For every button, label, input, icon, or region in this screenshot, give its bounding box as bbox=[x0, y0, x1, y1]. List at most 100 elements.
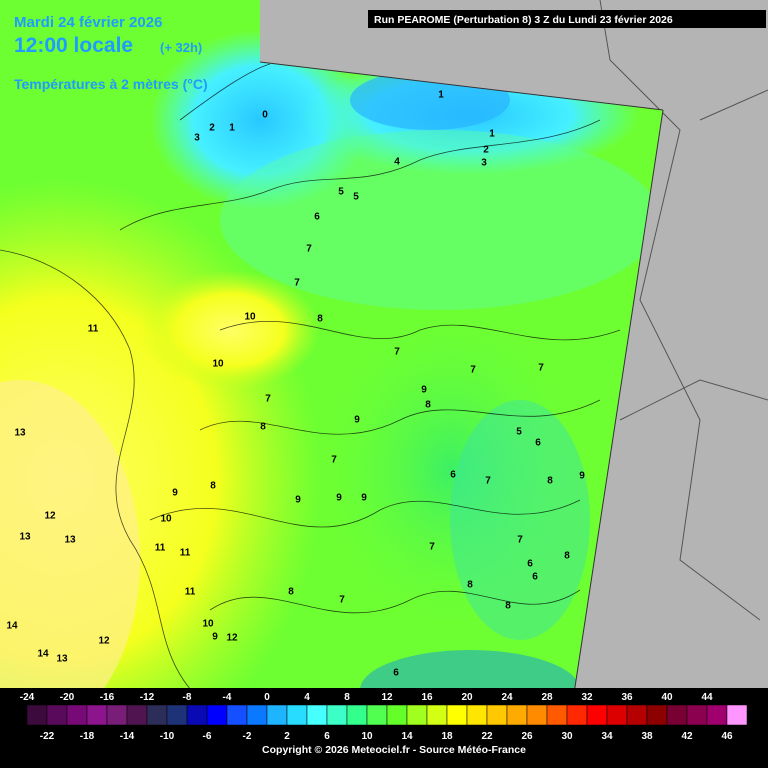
legend-label: 46 bbox=[721, 731, 733, 742]
legend-label: 22 bbox=[481, 731, 493, 742]
legend-swatch bbox=[506, 704, 528, 726]
contour-label: 7 bbox=[331, 455, 337, 466]
legend-swatch bbox=[666, 704, 688, 726]
legend-label: -18 bbox=[80, 731, 95, 742]
contour-label: 9 bbox=[361, 493, 367, 504]
contour-label: 10 bbox=[202, 619, 214, 630]
contour-label: 8 bbox=[425, 400, 431, 411]
legend-label: -8 bbox=[183, 692, 192, 703]
legend-label: 32 bbox=[581, 692, 593, 703]
contour-label: 13 bbox=[64, 535, 76, 546]
legend-swatch bbox=[546, 704, 568, 726]
legend-swatch bbox=[146, 704, 168, 726]
legend-swatch bbox=[706, 704, 728, 726]
legend-swatch bbox=[26, 704, 48, 726]
variable: Températures à 2 mètres (°C) bbox=[14, 76, 208, 92]
legend-swatch bbox=[486, 704, 508, 726]
legend-swatch bbox=[306, 704, 328, 726]
legend-swatch bbox=[166, 704, 188, 726]
legend-swatch bbox=[86, 704, 108, 726]
legend-label: -12 bbox=[140, 692, 155, 703]
contour-label: 7 bbox=[394, 347, 400, 358]
contour-label: 7 bbox=[294, 278, 300, 289]
legend-label: -6 bbox=[203, 731, 212, 742]
time: 12:00 locale bbox=[14, 34, 133, 57]
contour-label: 11 bbox=[88, 324, 99, 335]
contour-label: 11 bbox=[185, 587, 196, 598]
legend-label: 2 bbox=[284, 731, 290, 742]
contour-label: 9 bbox=[354, 415, 360, 426]
legend: -24 -20 -16 -12 -8 -4 0 4 8 12 16 20 24 28 32 36 40 44-22… bbox=[20, 692, 748, 742]
legend-swatch bbox=[386, 704, 408, 726]
legend-swatch bbox=[246, 704, 268, 726]
contour-label: 10 bbox=[212, 359, 224, 370]
contour-label: 0 bbox=[262, 110, 268, 121]
legend-label: 30 bbox=[561, 731, 573, 742]
contour-label: 8 bbox=[288, 587, 294, 598]
contour-label: 7 bbox=[339, 595, 345, 606]
contour-label: 6 bbox=[527, 559, 533, 570]
contour-label: 14 bbox=[37, 649, 49, 660]
legend-swatch bbox=[626, 704, 648, 726]
legend-label: -4 bbox=[223, 692, 232, 703]
contour-label: 9 bbox=[212, 632, 218, 643]
legend-label: 18 bbox=[441, 731, 453, 742]
temperature-field bbox=[0, 0, 663, 700]
legend-label: 26 bbox=[521, 731, 533, 742]
legend-swatch bbox=[566, 704, 588, 726]
contour-label: 6 bbox=[532, 572, 538, 583]
contour-label: 9 bbox=[295, 495, 301, 506]
contour-label: 13 bbox=[19, 532, 31, 543]
contour-label: 11 bbox=[180, 548, 191, 559]
legend-label: 42 bbox=[681, 731, 693, 742]
run-info: Run PEAROME (Perturbation 8) 3 Z du Lund… bbox=[374, 14, 673, 26]
contour-label: 14 bbox=[6, 621, 18, 632]
legend-label: 10 bbox=[361, 731, 373, 742]
legend-swatch bbox=[726, 704, 748, 726]
contour-label: 6 bbox=[450, 470, 456, 481]
contour-label: 8 bbox=[317, 314, 323, 325]
legend-label: 28 bbox=[541, 692, 553, 703]
legend-swatch bbox=[526, 704, 548, 726]
legend-swatch bbox=[446, 704, 468, 726]
legend-label: -14 bbox=[120, 731, 135, 742]
legend-label: 38 bbox=[641, 731, 653, 742]
date: Mardi 24 février 2026 bbox=[14, 14, 162, 31]
contour-label: 10 bbox=[244, 312, 256, 323]
contour-label: 9 bbox=[579, 471, 585, 482]
legend-swatch bbox=[206, 704, 228, 726]
legend-swatch bbox=[686, 704, 708, 726]
contour-label: 10 bbox=[160, 514, 172, 525]
contour-label: 12 bbox=[98, 636, 110, 647]
legend-label: 14 bbox=[401, 731, 413, 742]
contour-label: 4 bbox=[394, 157, 400, 168]
domain-edge bbox=[259, 61, 664, 111]
legend-label: -22 bbox=[40, 731, 55, 742]
contour-label: 2 bbox=[209, 123, 215, 134]
legend-swatch bbox=[426, 704, 448, 726]
legend-label: 34 bbox=[601, 731, 613, 742]
legend-swatch bbox=[266, 704, 288, 726]
contour-label: 6 bbox=[314, 212, 320, 223]
lead-time: (+ 32h) bbox=[160, 40, 202, 55]
legend-swatch bbox=[326, 704, 348, 726]
legend-swatch bbox=[66, 704, 88, 726]
contour-label: 5 bbox=[338, 187, 344, 198]
legend-swatch bbox=[286, 704, 308, 726]
legend-label: 4 bbox=[304, 692, 310, 703]
legend-swatch bbox=[106, 704, 128, 726]
contour-label: 6 bbox=[535, 438, 541, 449]
legend-label: 12 bbox=[381, 692, 393, 703]
contour-label: 12 bbox=[226, 633, 238, 644]
run-box bbox=[368, 10, 766, 28]
contour-label: 2 bbox=[483, 145, 489, 156]
legend-label: 16 bbox=[421, 692, 433, 703]
legend-swatch bbox=[226, 704, 248, 726]
contour-label: 7 bbox=[538, 363, 544, 374]
contour-label: 1 bbox=[438, 90, 444, 101]
legend-label: 36 bbox=[621, 692, 633, 703]
legend-swatch bbox=[186, 704, 208, 726]
contour-label: 7 bbox=[517, 535, 523, 546]
contour-label: 9 bbox=[421, 385, 427, 396]
